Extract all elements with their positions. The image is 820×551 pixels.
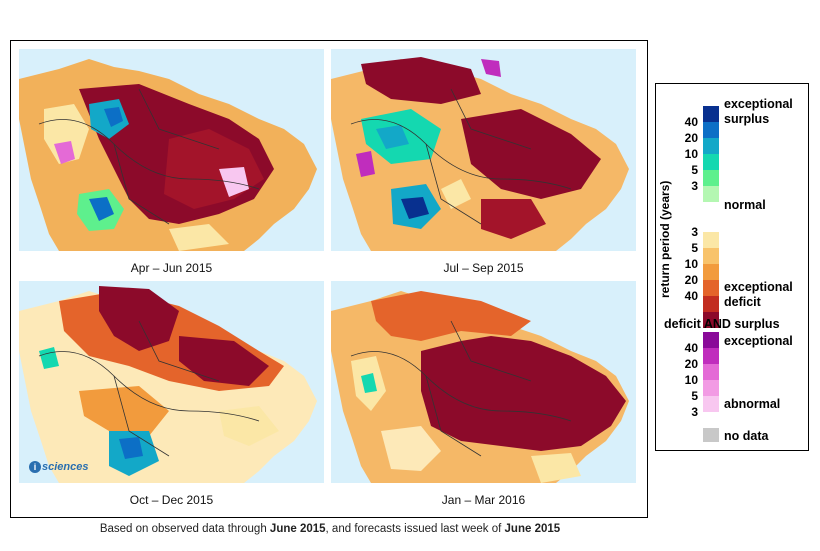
legend-surplus-tick: 10 [684,147,698,161]
panel-label-1: Apr – Jun 2015 [130,261,213,275]
legend-surplus-swatch [703,170,719,186]
legend-surplus-label-1: exceptional [724,97,793,111]
legend-normal-swatch [703,202,719,232]
legend-surplus-tick: 5 [691,163,698,177]
legend-nodata-label: no data [724,429,769,443]
legend-surplus-swatch [703,186,719,202]
map-panel-jul-sep-2015 [331,49,636,251]
legend-both-tick: 3 [691,405,698,419]
map-apr-jun-2015 [19,49,324,251]
legend-both-swatch [703,364,719,380]
legend-deficit-swatch [703,280,719,296]
legend-surplus-tick: 3 [691,179,698,193]
legend-both-tick: 40 [684,341,698,355]
footnote-prefix: Based on observed data through [99,523,270,535]
legend-surplus-tick: 20 [684,131,698,145]
map-figure-frame: Apr – Jun 2015 Jul – Sep 2015 [10,40,648,518]
logo-mark: i [29,461,41,473]
legend-deficit-tick: 10 [684,257,698,271]
legend-both-tick: 20 [684,357,698,371]
panel-label-2: Jul – Sep 2015 [443,261,524,275]
legend-surplus-label-2: surplus [724,112,770,126]
footnote-date-2: June 2015 [504,523,561,535]
legend-both-tick: 10 [684,373,698,387]
legend-both-abnormal: abnormal [724,397,781,411]
legend-both-swatch [703,380,719,396]
legend-surplus-swatch [703,154,719,170]
map-jul-sep-2015 [331,49,636,251]
legend-surplus-swatch [703,138,719,154]
legend-deficit-tick: 40 [684,289,698,303]
legend-deficit-swatch [703,232,719,248]
legend-surplus-tick: 40 [684,115,698,129]
legend-deficit-tick: 20 [684,273,698,287]
legend-deficit-swatch [703,296,719,312]
legend-both-tick: 5 [691,389,698,403]
legend-both-swatch [703,332,719,348]
legend-surplus-swatch [703,122,719,138]
legend-normal-label: normal [724,198,766,212]
footnote: Based on observed data through June 2015… [0,523,660,535]
map-oct-dec-2015 [19,281,324,483]
isciences-logo: i sciences [29,461,88,473]
legend-deficit-tick: 5 [691,241,698,255]
legend-both-title: deficit AND surplus [664,317,780,331]
legend-both-swatch [703,348,719,364]
legend-deficit-label-2: deficit [724,295,761,309]
legend-deficit-label-1: exceptional [724,280,793,294]
legend: return period (years) 40 20 10 5 3 3 5 10 20 40 40… [655,83,809,451]
legend-deficit-swatch [703,264,719,280]
legend-nodata-swatch [703,428,719,442]
legend-deficit-swatch [703,248,719,264]
panel-label-4: Jan – Mar 2016 [441,493,526,507]
map-panel-apr-jun-2015 [19,49,324,251]
legend-deficit-swatch [703,312,719,328]
map-jan-mar-2016 [331,281,636,483]
legend-deficit-tick: 3 [691,225,698,239]
legend-both-swatch [703,396,719,412]
panel-label-3: Oct – Dec 2015 [129,493,214,507]
map-panel-jan-mar-2016 [331,281,636,483]
logo-text: sciences [42,461,89,473]
footnote-date-1: June 2015 [269,523,326,535]
legend-both-exceptional: exceptional [724,334,793,348]
footnote-middle: , and forecasts issued last week of [325,523,505,535]
legend-surplus-swatch [703,106,719,122]
map-panel-oct-dec-2015: i sciences [19,281,324,483]
